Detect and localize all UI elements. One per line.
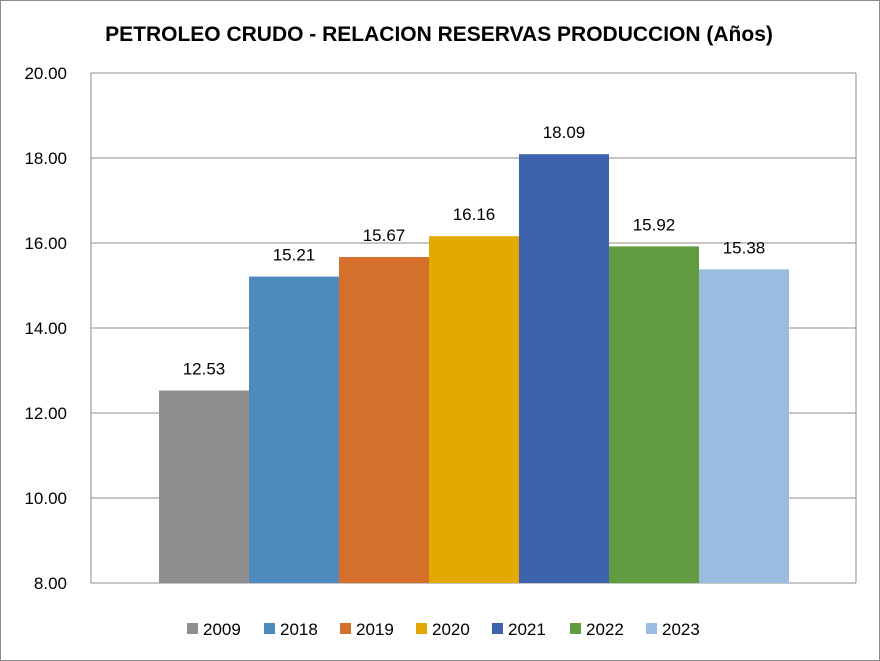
data-labels: 12.53 15.21 15.67 16.16 18.09 15.92 15.38: [183, 123, 766, 378]
bar-2023: [699, 269, 789, 583]
y-tick-label: 8.00: [34, 574, 67, 593]
legend-label-2021: 2021: [508, 620, 546, 639]
data-label-2019: 15.67: [363, 226, 406, 245]
y-tick-label: 20.00: [24, 64, 67, 83]
y-tick-label: 16.00: [24, 234, 67, 253]
data-label-2023: 15.38: [723, 238, 766, 257]
data-label-2022: 15.92: [633, 215, 676, 234]
data-label-2021: 18.09: [543, 123, 586, 142]
legend-label-2009: 2009: [203, 620, 241, 639]
y-axis-tick-labels: 8.00 10.00 12.00 14.00 16.00 18.00 20.00: [24, 64, 67, 593]
data-label-2020: 16.16: [453, 205, 496, 224]
legend-swatch-2018: [264, 623, 275, 634]
legend-swatch-2009: [187, 623, 198, 634]
legend: 2009 2018 2019 2020 2021 2022 2023: [187, 620, 700, 639]
bar-2022: [609, 246, 699, 583]
legend-label-2020: 2020: [432, 620, 470, 639]
y-tick-label: 18.00: [24, 149, 67, 168]
legend-swatch-2023: [646, 623, 657, 634]
legend-swatch-2021: [492, 623, 503, 634]
legend-label-2019: 2019: [356, 620, 394, 639]
bars: [159, 154, 789, 584]
bar-2020: [429, 236, 519, 583]
y-tick-label: 12.00: [24, 404, 67, 423]
legend-swatch-2019: [340, 623, 351, 634]
legend-label-2018: 2018: [280, 620, 318, 639]
y-tick-label: 10.00: [24, 489, 67, 508]
bar-2009: [159, 390, 249, 583]
bar-2021: [519, 154, 609, 584]
legend-label-2022: 2022: [586, 620, 624, 639]
y-tick-label: 14.00: [24, 319, 67, 338]
bar-2018: [249, 276, 339, 583]
bar-2019: [339, 257, 429, 583]
chart-title: PETROLEO CRUDO - RELACION RESERVAS PRODU…: [105, 23, 773, 46]
data-label-2009: 12.53: [183, 359, 226, 378]
legend-label-2023: 2023: [662, 620, 700, 639]
legend-swatch-2020: [416, 623, 427, 634]
legend-swatch-2022: [570, 623, 581, 634]
data-label-2018: 15.21: [273, 246, 316, 265]
